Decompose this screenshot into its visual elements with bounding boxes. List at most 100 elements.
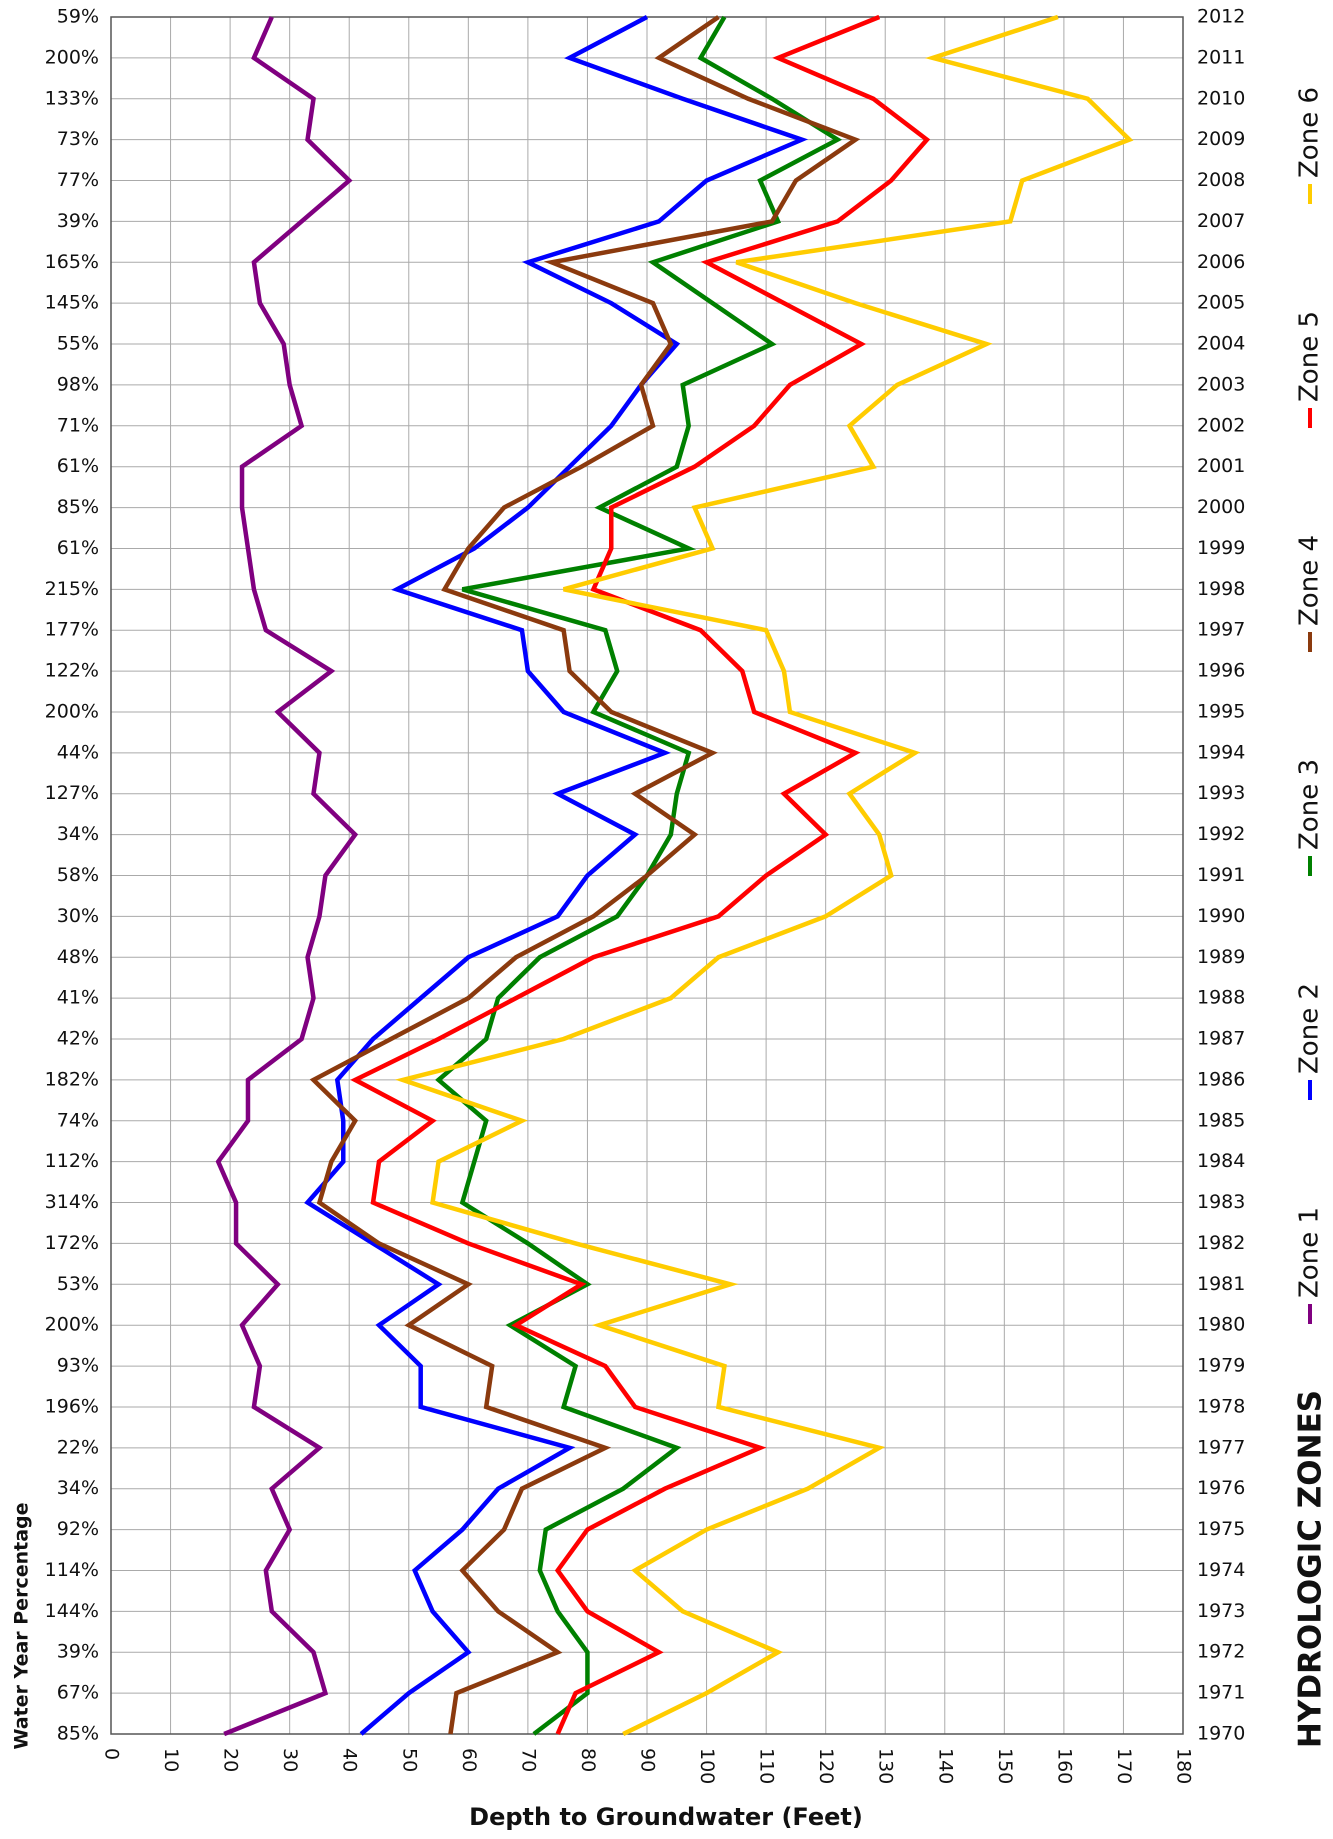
y2-tick-label: 1978: [1197, 1395, 1245, 1417]
y-tick-label: 177%: [45, 619, 99, 641]
y2-tick-label: 2008: [1197, 169, 1245, 191]
series-line: [309, 15, 861, 1735]
y-tick-label: 71%: [57, 414, 99, 436]
y2-tick-label: 2000: [1197, 496, 1245, 518]
x-tick-label: 60: [458, 1748, 480, 1772]
y2-tick-label: 1993: [1197, 782, 1245, 804]
y-tick-label: 200%: [45, 46, 99, 68]
x-tick-label: 140: [934, 1748, 956, 1784]
y-tick-label: 30%: [57, 905, 99, 927]
y2-tick-label: 2003: [1197, 373, 1245, 395]
y2-tick-label: 2004: [1197, 333, 1245, 355]
y2-tick-label: 1998: [1197, 578, 1245, 600]
y-tick-label: 48%: [57, 946, 99, 968]
x-tick-label: 120: [815, 1748, 837, 1784]
y2-tick-label: 1996: [1197, 660, 1245, 682]
y-tick-label: 145%: [45, 292, 99, 314]
y2-tick-label: 1989: [1197, 946, 1245, 968]
y-tick-label: 55%: [57, 333, 99, 355]
x-tick-label: 160: [1053, 1748, 1075, 1784]
y2-tick-label: 1986: [1197, 1068, 1245, 1090]
legend-item: Zone 1: [1295, 1207, 1325, 1324]
y2-tick-label: 1992: [1197, 823, 1245, 845]
y-tick-label: 85%: [57, 1723, 99, 1745]
y2-tick-label: 2011: [1197, 46, 1245, 68]
y2-tick-label: 1988: [1197, 987, 1245, 1009]
x-tick-label: 40: [339, 1748, 361, 1772]
y-tick-label: 85%: [57, 496, 99, 518]
y2-tick-label: 2001: [1197, 455, 1245, 477]
x-tick-label: 10: [160, 1748, 182, 1772]
x-tick-label: 130: [875, 1748, 897, 1784]
y-tick-label: 39%: [57, 210, 99, 232]
x-tick-label: 50: [398, 1748, 420, 1772]
x-tick-label: 150: [994, 1748, 1016, 1784]
x-axis-title: Depth to Groundwater (Feet): [469, 1803, 863, 1831]
y-tick-label: 215%: [45, 578, 99, 600]
y2-tick-label: 1974: [1197, 1559, 1245, 1581]
y-tick-label: 172%: [45, 1232, 99, 1254]
y-tick-label: 53%: [57, 1273, 99, 1295]
y2-tick-label: 1997: [1197, 619, 1245, 641]
y2-tick-label: 1990: [1197, 905, 1245, 927]
x-tick-label: 70: [517, 1748, 539, 1772]
x-tick-label: 170: [1113, 1748, 1135, 1784]
y-tick-label: 92%: [57, 1518, 99, 1540]
y2-tick-label: 1991: [1197, 864, 1245, 886]
y-tick-label: 77%: [57, 169, 99, 191]
y2-tick-label: 2007: [1197, 210, 1245, 232]
y-tick-label: 182%: [45, 1068, 99, 1090]
y2-tick-label: 1999: [1197, 537, 1245, 559]
legend-label: Zone 6: [1295, 87, 1325, 178]
y2-tick-label: 1987: [1197, 1028, 1245, 1050]
y-tick-label: 165%: [45, 251, 99, 273]
y-tick-label: 196%: [45, 1395, 99, 1417]
y-tick-label: 114%: [45, 1559, 99, 1581]
y-tick-label: 73%: [57, 128, 99, 150]
y2-tick-label: 1979: [1197, 1355, 1245, 1377]
y2-tick-label: 1970: [1197, 1723, 1245, 1745]
y-tick-label: 127%: [45, 782, 99, 804]
y-tick-label: 22%: [57, 1436, 99, 1458]
y-axis-title: Water Year Percentage: [11, 1502, 33, 1749]
x-tick-label: 100: [696, 1748, 718, 1784]
y2-tick-label: 1994: [1197, 741, 1245, 763]
legend-item: Zone 3: [1295, 759, 1325, 876]
legend-item: Zone 6: [1295, 87, 1325, 204]
y-tick-label: 41%: [57, 987, 99, 1009]
y-tick-label: 144%: [45, 1600, 99, 1622]
y-tick-label: 34%: [57, 823, 99, 845]
y2-tick-label: 2006: [1197, 251, 1245, 273]
y2-tick-label: 2012: [1197, 6, 1245, 28]
legend-item: Zone 5: [1295, 311, 1325, 428]
y2-tick-label: 1971: [1197, 1682, 1245, 1704]
y2-tick-label: 1985: [1197, 1109, 1245, 1131]
legend-item: Zone 2: [1295, 983, 1325, 1100]
x-tick-label: 110: [756, 1748, 778, 1784]
y-tick-label: 133%: [45, 87, 99, 109]
y2-tick-label: 1984: [1197, 1150, 1245, 1172]
legend-label: Zone 2: [1295, 983, 1325, 1074]
y2-tick-label: 1977: [1197, 1436, 1245, 1458]
legend-label: Zone 3: [1295, 759, 1325, 850]
y2-tick-label: 1981: [1197, 1273, 1245, 1295]
y-tick-label: 39%: [57, 1641, 99, 1663]
y-tick-label: 200%: [45, 1314, 99, 1336]
y-tick-label: 112%: [45, 1150, 99, 1172]
x-tick-label: 30: [279, 1748, 301, 1772]
y2-tick-label: 2009: [1197, 128, 1245, 150]
y-tick-label: 93%: [57, 1355, 99, 1377]
y-tick-label: 61%: [57, 537, 99, 559]
y2-tick-label: 2010: [1197, 87, 1245, 109]
legend-label: Zone 5: [1295, 311, 1325, 402]
x-tick-label: 0: [101, 1748, 123, 1760]
series-line: [394, 14, 1134, 1737]
y-tick-label: 314%: [45, 1191, 99, 1213]
y2-tick-label: 1975: [1197, 1518, 1245, 1540]
y-tick-label: 74%: [57, 1109, 99, 1131]
y-tick-label: 122%: [45, 660, 99, 682]
x-tick-label: 20: [220, 1748, 242, 1772]
legend-item: Zone 4: [1295, 535, 1325, 652]
y2-tick-label: 1995: [1197, 700, 1245, 722]
